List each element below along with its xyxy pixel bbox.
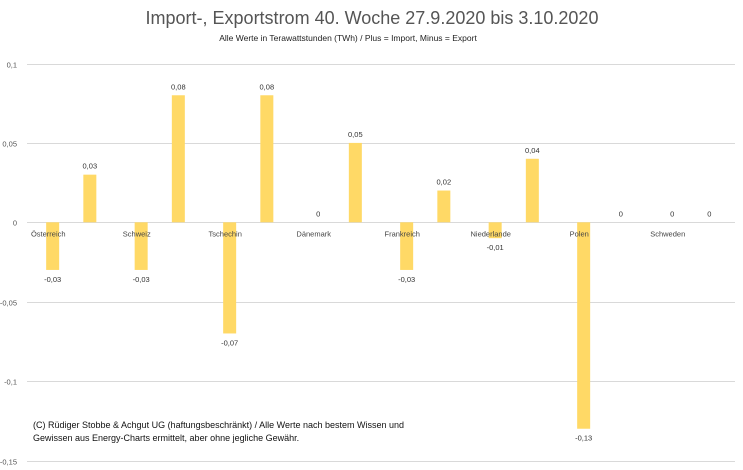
bar — [83, 174, 97, 223]
bar — [437, 190, 451, 223]
data-labels: -0,03 0,03 -0,03 0,08 -0,07 0,08 0 0,05 -0,03 0,0… — [44, 82, 711, 442]
bar — [400, 222, 414, 270]
footnote-line-2: Gewissen aus Energy-Charts ermittelt, ab… — [33, 432, 300, 443]
data-label: 0,08 — [171, 82, 186, 91]
data-label: 0 — [707, 209, 711, 218]
y-tick-label: 0,1 — [7, 61, 17, 70]
category-label: Frankreich — [385, 229, 420, 238]
bar — [171, 95, 185, 223]
category-label: Polen — [570, 229, 589, 238]
footnote-line-1: (C) Rüdiger Stobbe & Achgut UG (haftungs… — [33, 420, 405, 430]
data-label: 0,04 — [525, 146, 540, 155]
bar — [525, 158, 539, 223]
data-label: -0,13 — [575, 434, 592, 443]
chart-subtitle: Alle Werte in Terawattstunden (TWh) / Pl… — [219, 33, 477, 43]
y-axis-ticks: 0,1 0,05 0 -0,05 -0,1 -0,15 — [0, 61, 17, 467]
footnote: (C) Rüdiger Stobbe & Achgut UG (haftungs… — [33, 419, 453, 444]
category-label: Österreich — [31, 229, 66, 238]
category-label: Tschechin — [209, 229, 242, 238]
bars — [46, 95, 591, 429]
bar — [260, 95, 274, 223]
data-label: -0,07 — [221, 338, 238, 347]
bar — [348, 142, 362, 223]
data-label: 0 — [316, 209, 320, 218]
y-tick-label: 0 — [13, 219, 17, 228]
category-label: Niederlande — [471, 229, 511, 238]
bar — [46, 222, 60, 270]
category-labels: Österreich Schweiz Tschechin Dänemark Frankr… — [31, 229, 685, 238]
data-label: -0,03 — [133, 275, 150, 284]
data-label: 0,02 — [437, 178, 452, 187]
bar — [223, 222, 237, 334]
data-label: -0,01 — [487, 243, 504, 252]
data-label: 0 — [670, 209, 674, 218]
chart-title: Import-, Exportstrom 40. Woche 27.9.2020… — [146, 8, 599, 28]
data-label: 0,03 — [83, 162, 98, 171]
y-tick-label: -0,15 — [0, 458, 17, 467]
bar — [577, 222, 591, 429]
data-label: -0,03 — [44, 275, 61, 284]
bar — [134, 222, 148, 270]
gridlines — [27, 64, 735, 462]
category-label: Schweden — [650, 229, 685, 238]
y-tick-label: 0,05 — [2, 140, 17, 149]
data-label: 0,05 — [348, 130, 363, 139]
data-label: -0,03 — [398, 275, 415, 284]
bar — [488, 222, 502, 239]
category-label: Schweiz — [123, 229, 151, 238]
data-label: 0,08 — [260, 82, 275, 91]
data-label: 0 — [619, 209, 623, 218]
category-label: Dänemark — [296, 229, 331, 238]
y-tick-label: -0,05 — [0, 299, 17, 308]
y-tick-label: -0,1 — [4, 378, 17, 387]
